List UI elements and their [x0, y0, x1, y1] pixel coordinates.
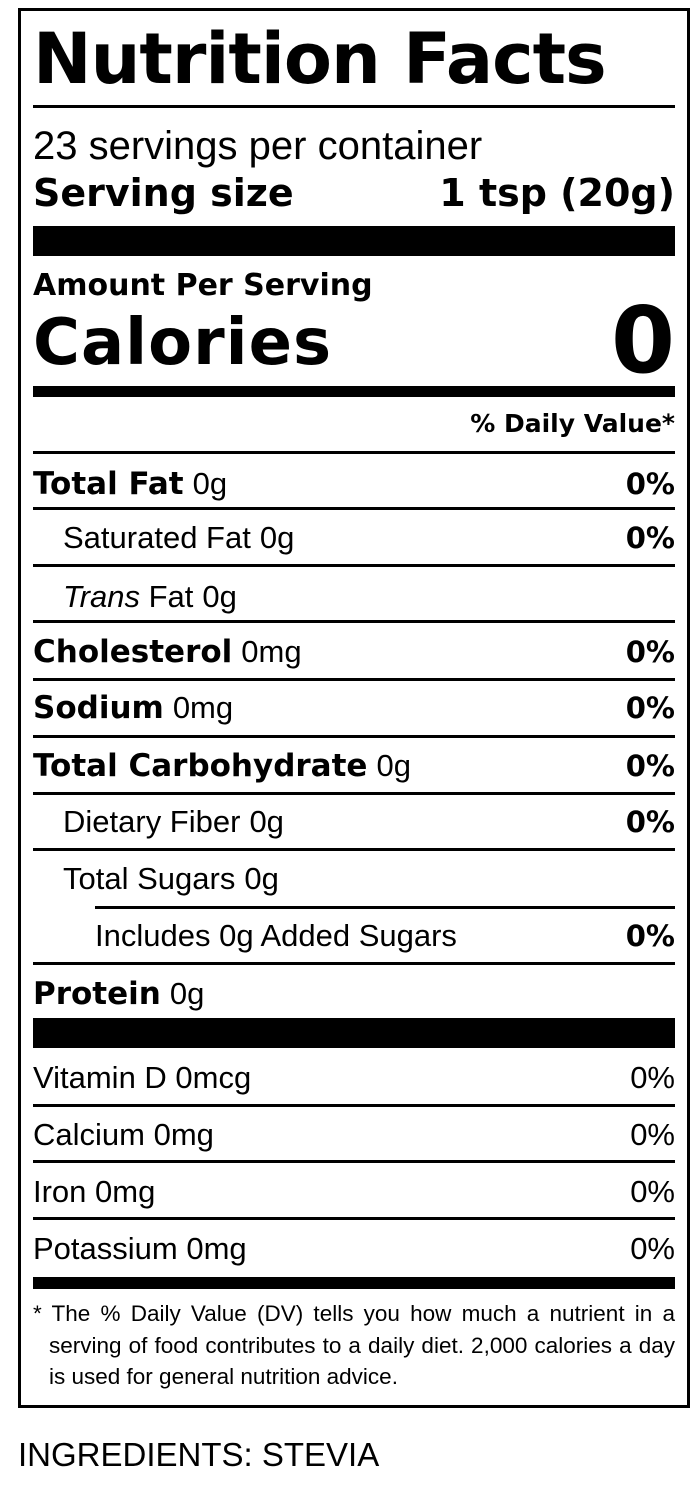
nutrient-name: Protein: [33, 976, 161, 1012]
divider: [33, 1160, 675, 1163]
nutrient-name: Cholesterol: [33, 634, 233, 670]
divider: [33, 451, 675, 454]
nutrient-amount: 0g: [169, 976, 205, 1011]
nutrient-amount: 0g: [192, 466, 228, 501]
thick-divider: [33, 226, 675, 256]
nutrient-row-protein: Protein 0g: [33, 972, 675, 1016]
vitamin-text: Calcium 0mg: [33, 1117, 214, 1152]
divider: [33, 735, 675, 738]
nutrient-dv: 0%: [625, 919, 675, 953]
nutrient-dv: 0%: [625, 521, 675, 555]
footnote: * The % Daily Value (DV) tells you how m…: [33, 1298, 675, 1393]
divider: [33, 962, 675, 965]
divider: [33, 507, 675, 510]
nutrient-row-added-sugars: Includes 0g Added Sugars 0%: [33, 914, 675, 958]
nutrient-dv: 0%: [625, 805, 675, 839]
medium-divider: [33, 1277, 675, 1289]
nutrient-name: Total Sugars: [63, 861, 236, 896]
nutrient-name: Saturated Fat: [63, 520, 251, 555]
vitamin-dv: 0%: [630, 1231, 675, 1266]
nutrient-row-saturated-fat: Saturated Fat 0g 0%: [33, 516, 675, 560]
vitamin-dv: 0%: [630, 1117, 675, 1152]
nutrient-row-cholesterol: Cholesterol 0mg 0%: [33, 630, 675, 674]
servings-per-container: 23 servings per container: [33, 124, 483, 168]
nutrient-name: Fat: [148, 579, 194, 614]
nutrient-name: Total Carbohydrate: [33, 748, 368, 784]
nutrient-row-total-fat: Total Fat 0g 0%: [33, 462, 675, 506]
vitamin-text: Potassium 0mg: [33, 1231, 247, 1266]
divider: [33, 1217, 675, 1220]
nutrient-row-dietary-fiber: Dietary Fiber 0g 0%: [33, 800, 675, 844]
divider: [33, 620, 675, 623]
divider: [33, 105, 675, 108]
nutrient-amount: 0mg: [172, 690, 234, 725]
panel-title: Nutrition Facts: [33, 18, 607, 100]
nutrient-name: Sodium: [33, 690, 164, 726]
divider: [95, 906, 675, 909]
nutrient-amount: 0g: [259, 520, 295, 555]
nutrient-name: Dietary Fiber: [63, 804, 241, 839]
divider: [33, 678, 675, 681]
divider: [33, 1104, 675, 1107]
nutrient-row-trans-fat: Trans Fat 0g: [33, 575, 675, 619]
medium-divider: [33, 386, 675, 397]
ingredients: INGREDIENTS: STEVIA: [18, 1436, 380, 1473]
nutrient-row-total-sugars: Total Sugars 0g: [33, 857, 675, 901]
nutrient-name-italic: Trans: [63, 579, 140, 614]
daily-value-header: % Daily Value*: [470, 409, 675, 438]
footnote-text: * The % Daily Value (DV) tells you how m…: [33, 1301, 675, 1389]
calories-label: Calories: [33, 306, 333, 380]
vitamin-text: Vitamin D 0mcg: [33, 1060, 252, 1095]
nutrient-amount: 0g: [244, 861, 279, 896]
calories-value: 0: [610, 287, 675, 394]
nutrient-amount: 0g: [202, 579, 237, 614]
vitamin-text: Iron 0mg: [33, 1174, 156, 1209]
divider: [33, 848, 675, 851]
nutrient-row-total-carbohydrate: Total Carbohydrate 0g 0%: [33, 744, 675, 788]
vitamin-dv: 0%: [630, 1060, 675, 1095]
nutrient-amount: 0g: [249, 804, 284, 839]
serving-size-label: Serving size: [33, 171, 294, 215]
vitamin-row-vitamin-d: Vitamin D 0mcg 0%: [33, 1056, 675, 1100]
nutrient-amount: 0g: [376, 748, 411, 783]
nutrient-dv: 0%: [625, 467, 675, 501]
nutrient-name: Total Fat: [33, 466, 184, 502]
nutrient-row-sodium: Sodium 0mg 0%: [33, 686, 675, 730]
vitamin-row-potassium: Potassium 0mg 0%: [33, 1227, 675, 1271]
amount-per-serving: Amount Per Serving: [33, 268, 373, 303]
nutrient-dv: 0%: [625, 749, 675, 783]
divider: [33, 792, 675, 795]
divider: [33, 564, 675, 567]
serving-size-row: Serving size 1 tsp (20g): [33, 170, 675, 216]
nutrient-dv: 0%: [625, 691, 675, 725]
vitamin-dv: 0%: [630, 1174, 675, 1209]
nutrient-dv: 0%: [625, 635, 675, 669]
serving-size-value: 1 tsp (20g): [439, 171, 675, 215]
nutrient-amount: 0mg: [241, 634, 302, 669]
nutrition-facts-panel: [18, 8, 690, 1408]
vitamin-row-iron: Iron 0mg 0%: [33, 1170, 675, 1214]
calories-row: Calories 0: [33, 287, 675, 394]
vitamin-row-calcium: Calcium 0mg 0%: [33, 1113, 675, 1157]
nutrient-text: Includes 0g Added Sugars: [95, 918, 457, 953]
thick-divider: [33, 1018, 675, 1048]
